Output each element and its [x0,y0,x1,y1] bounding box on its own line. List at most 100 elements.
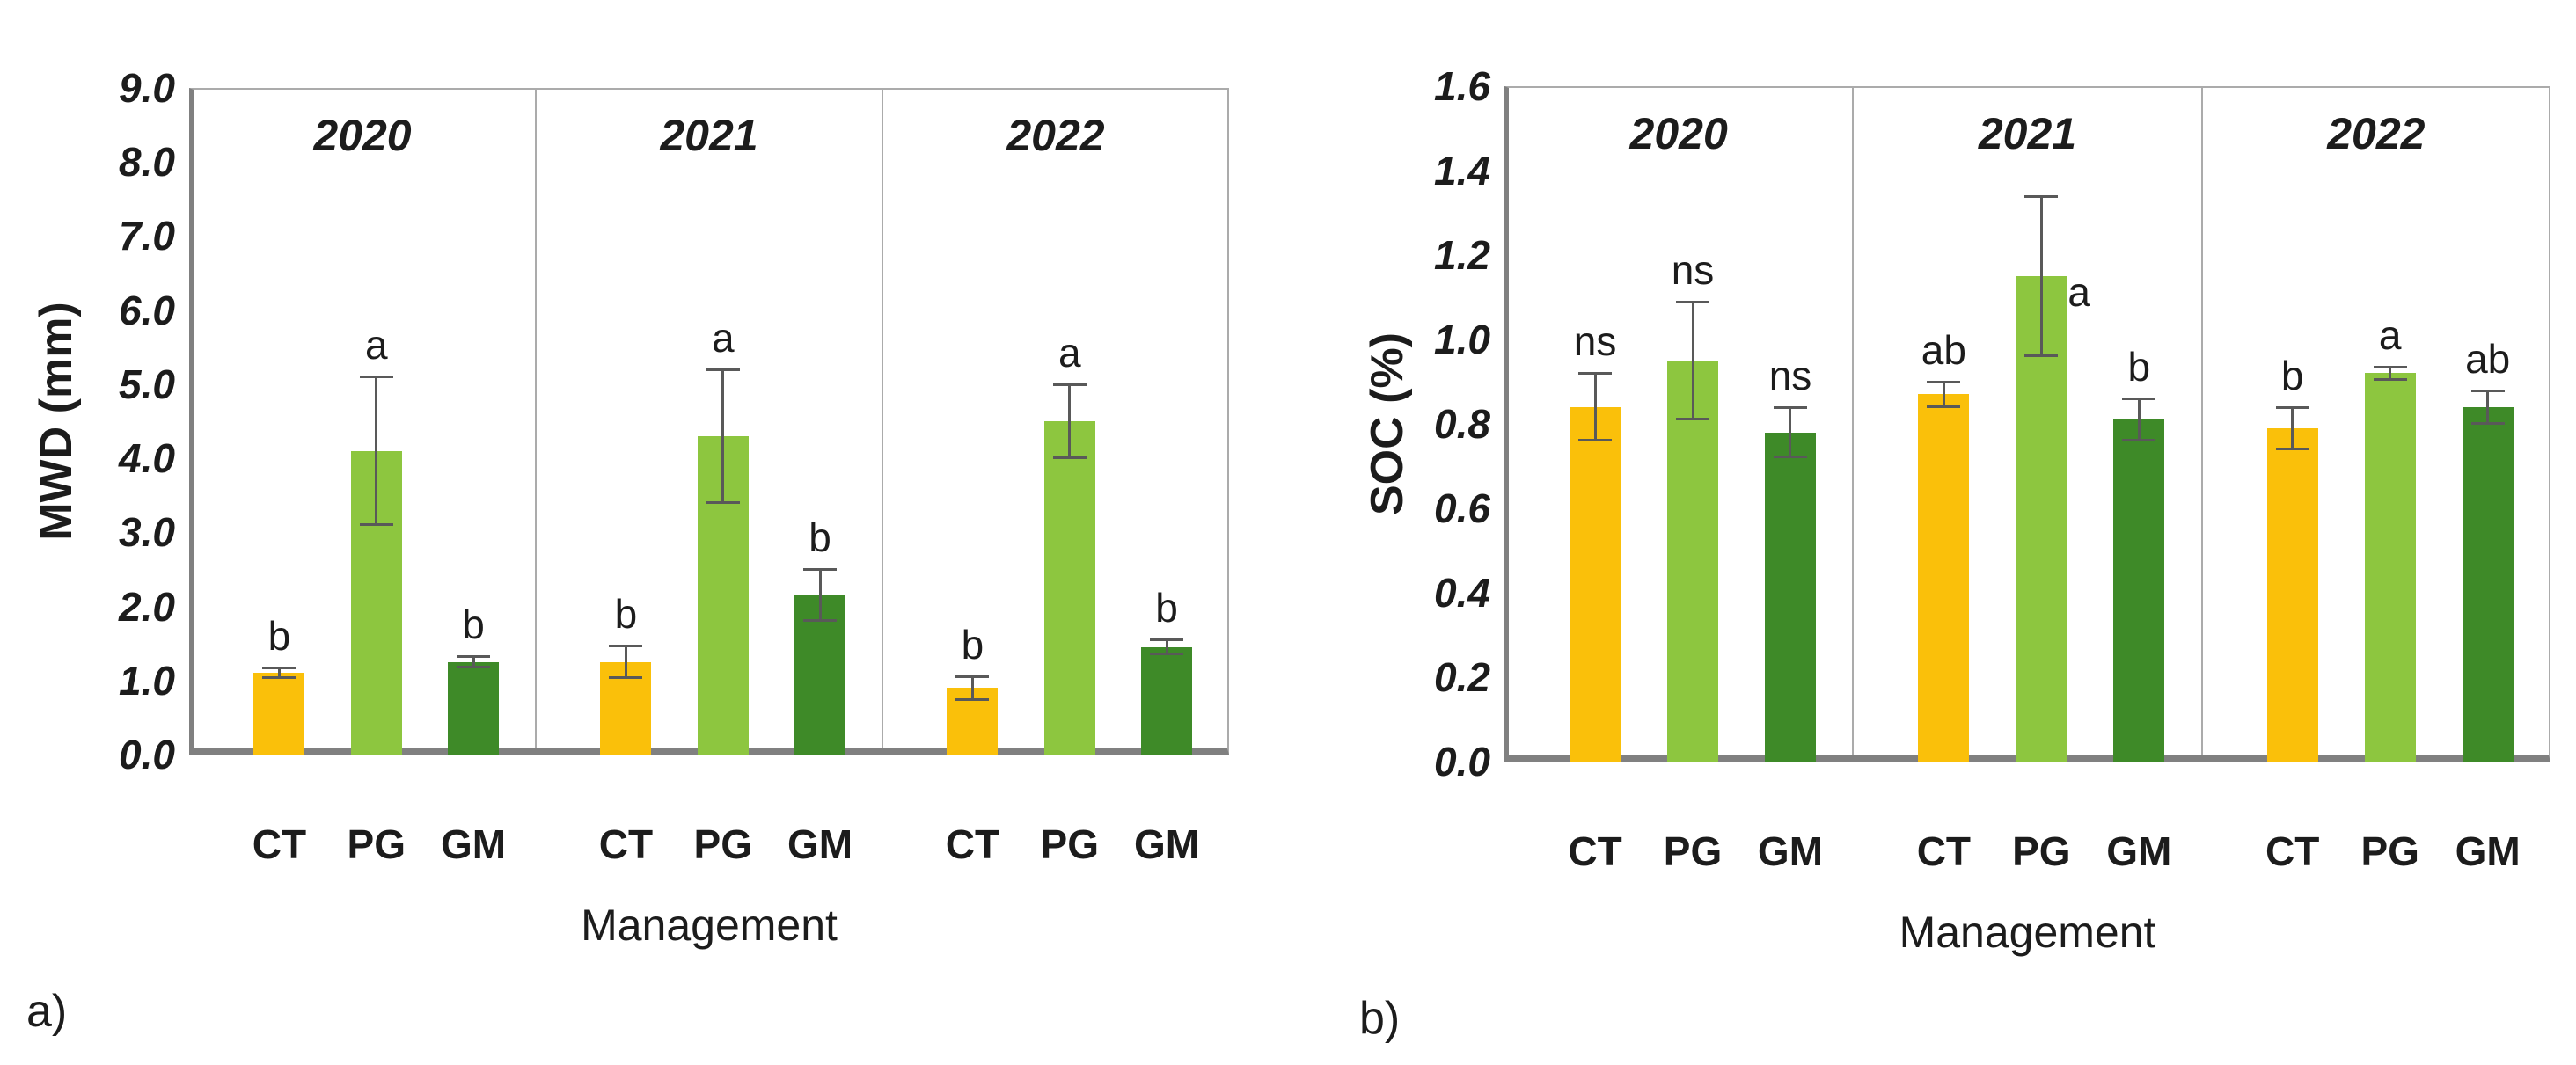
error-cap-bottom-2022-PG [1052,456,1087,460]
x-label-2021-PG: PG [2012,828,2071,874]
y-tick-label: 0.6 [1434,485,1490,531]
year-label-2020: 2020 [313,111,412,160]
error-bar-2020-GM [1789,406,1792,458]
y-tick-label: 1.0 [1434,317,1490,362]
bar-2022-GM [1141,646,1193,755]
error-bar-2022-CT [2291,406,2294,449]
error-cap-top-2020-PG [359,376,393,379]
bar-2022-GM [2462,406,2514,762]
error-bar-2022-PG [2389,367,2392,380]
x-axis-title-mwd: Management [581,901,838,950]
error-cap-top-2022-CT [2275,405,2309,409]
error-bar-2022-PG [1068,383,1072,459]
bar-2021-GM [2113,419,2165,762]
x-label-2020-CT: CT [1568,828,1622,874]
error-cap-top-2022-CT [955,675,990,678]
error-bar-2020-GM [472,655,475,668]
error-cap-top-2020-PG [1676,300,1710,303]
sig-letter-2021-GM: b [2127,344,2151,390]
y-tick-label: 6.0 [119,287,175,333]
error-cap-bottom-2021-GM [2122,439,2156,442]
sig-letter-2020-PG: a [364,322,388,368]
y-tick-label: 4.0 [119,435,175,482]
error-cap-bottom-2021-PG [706,500,740,504]
year-label-2021: 2021 [1978,109,2077,158]
year-label-2020: 2020 [1629,109,1728,158]
error-cap-bottom-2021-GM [803,619,838,623]
bar-2022-CT [2266,427,2318,762]
panel-label-a: a) [26,986,68,1037]
error-cap-bottom-2022-PG [2373,377,2407,381]
y-tick-label: 1.2 [1434,232,1490,278]
error-cap-bottom-2020-PG [1676,418,1710,421]
error-cap-top-2021-PG [2024,194,2059,198]
x-label-2022-PG: PG [1040,821,1099,867]
y-tick-label: 0.0 [119,732,175,777]
x-label-2022-CT: CT [2265,828,2320,874]
year-label-2022: 2022 [1006,111,1105,160]
sig-letter-2022-GM: b [1155,585,1178,631]
year-label-2022: 2022 [2327,109,2426,158]
error-bar-2022-CT [970,675,974,700]
error-cap-bottom-2020-PG [359,522,393,526]
x-label-2020-PG: PG [1663,828,1723,874]
error-cap-top-2021-GM [803,568,838,572]
error-cap-top-2020-GM [457,654,491,658]
sig-letter-2022-CT: b [961,621,984,667]
x-label-2022-CT: CT [945,821,1000,867]
chart-soc: SOC (%) 2020 ns ns ns 2021 ab a b 2022 b a ab Manag… [1359,18,2576,1047]
error-cap-top-2021-PG [706,368,740,372]
sig-letter-2022-PG: a [1057,329,1081,376]
error-cap-top-2022-GM [1150,638,1184,642]
sig-letter-2021-CT: b [614,591,638,638]
bar-2020-CT [253,673,305,755]
y-tick-label: 7.0 [119,213,175,259]
x-label-2021-PG: PG [693,821,752,867]
x-label-2020-CT: CT [252,821,307,867]
sig-letter-2022-GM: ab [2465,335,2511,382]
error-cap-bottom-2021-CT [1927,405,1961,408]
error-bar-2021-GM [2137,398,2141,441]
sig-letter-2020-PG: ns [1671,246,1715,293]
bar-2022-PG [1043,421,1095,755]
error-cap-top-2021-CT [609,645,643,648]
sig-letter-2021-GM: b [809,514,831,561]
sig-letter-2020-CT: ns [1573,318,1617,365]
x-label-2021-GM: GM [787,821,853,867]
x-axis-title-soc: Management [1899,908,2156,957]
error-cap-bottom-2020-GM [1773,456,1807,459]
sig-letter-2022-CT: b [2280,352,2304,398]
y-tick-label: 1.4 [1434,148,1490,193]
error-bar-2021-PG [2039,195,2043,357]
error-cap-bottom-2020-CT [262,676,296,680]
y-tick-label: 8.0 [119,139,175,186]
plot-area-mwd: 2020 b a b 2021 b a b 2022 b a b [189,88,1229,755]
sig-letter-2022-PG: a [2378,312,2402,359]
error-cap-bottom-2020-GM [457,666,491,669]
error-cap-top-2020-CT [1578,372,1613,376]
panel-divider [1852,86,1855,755]
y-tick-label: 0.4 [1434,570,1490,616]
x-axis-label-row: CT PG GM CT PG GM CT PG GM [1504,828,2550,877]
error-cap-top-2021-GM [2122,398,2156,401]
bar-2020-CT [1570,406,1621,762]
error-bar-2021-GM [818,569,822,622]
panel-label-b: b) [1359,993,1401,1044]
error-cap-top-2020-GM [1773,405,1807,409]
sig-letter-2020-CT: b [267,613,291,660]
x-label-2022-GM: GM [2455,828,2521,874]
sig-letter-2021-PG: a [2067,269,2090,315]
y-tick-label: 5.0 [119,361,175,407]
sig-letter-2020-GM: ns [1768,352,1812,398]
error-cap-bottom-2022-GM [2470,422,2505,425]
error-bar-2022-GM [1165,639,1168,655]
error-cap-top-2022-PG [1052,383,1087,386]
error-bar-2020-PG [1691,301,1694,420]
x-label-2022-GM: GM [1134,821,1200,867]
y-tick-label: 1.6 [1434,63,1490,109]
sig-letter-2021-PG: a [711,315,735,361]
error-cap-bottom-2021-PG [2024,354,2059,358]
x-label-2020-GM: GM [441,821,507,867]
error-bar-2022-GM [2486,390,2490,424]
y-tick-label: 3.0 [119,509,175,556]
